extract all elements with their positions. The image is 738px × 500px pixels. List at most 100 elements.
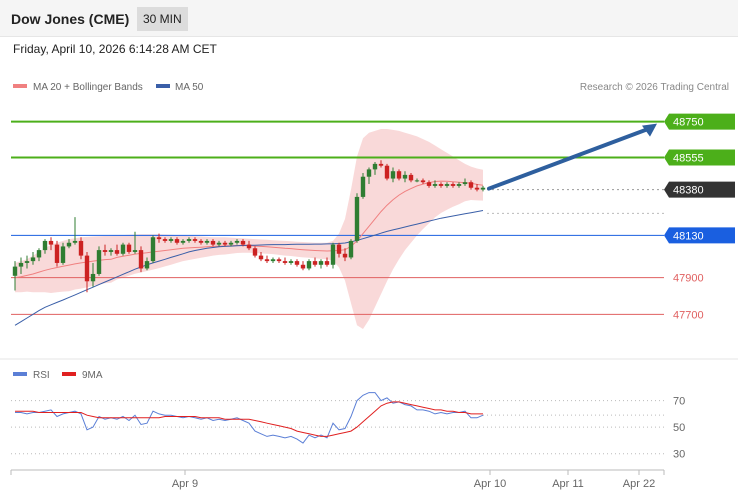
candle-body: [336, 244, 342, 254]
candle-body: [150, 237, 156, 262]
candle-body: [396, 171, 402, 179]
candle-body: [30, 257, 36, 262]
candle-body: [36, 250, 42, 258]
candle-body: [198, 240, 204, 243]
legend-9ma-label: 9MA: [82, 370, 103, 381]
candle-body: [120, 244, 126, 254]
candle-body: [144, 261, 150, 269]
level-tag-48555: [664, 149, 735, 166]
x-tick-label: Apr 11: [552, 478, 584, 490]
forecast-arrow-shaft: [487, 126, 651, 191]
candle-body: [210, 240, 216, 245]
candle-body: [60, 246, 66, 263]
candle-body: [168, 239, 174, 241]
candle-body: [12, 266, 18, 276]
candle-body: [444, 184, 450, 186]
candle-body: [222, 242, 228, 245]
chart-title: Dow Jones (CME): [11, 11, 130, 27]
candle-body: [252, 248, 258, 256]
rsi-tick-70: 70: [673, 396, 685, 408]
candle-body: [18, 262, 24, 267]
rsi-tick-30: 30: [673, 449, 685, 461]
candle-body: [162, 239, 168, 241]
candle-body: [156, 237, 162, 240]
candle-body: [192, 239, 198, 241]
candle-body: [126, 244, 132, 252]
timestamp: Friday, April 10, 2026 6:14:28 AM CET: [13, 42, 217, 56]
level-label-48380: 48380: [673, 185, 704, 197]
candle-body: [180, 240, 186, 243]
candle-body: [294, 261, 300, 265]
candle-body: [342, 253, 348, 258]
rsi-ma-line: [15, 401, 483, 437]
candle-body: [390, 171, 396, 179]
bollinger-band-area: [15, 129, 483, 329]
candle-body: [282, 261, 288, 263]
candle-body: [378, 163, 384, 166]
candle-body: [426, 182, 432, 186]
candle-body: [354, 196, 360, 241]
candle-body: [72, 240, 78, 243]
level-tag-48130: [664, 227, 735, 244]
candle-body: [306, 261, 312, 269]
forecast-arrow-head: [642, 123, 657, 137]
candle-body: [276, 259, 282, 262]
x-axis: Apr 9 Apr 10 Apr 11 Apr 22: [10, 470, 665, 490]
candle-body: [48, 240, 54, 245]
candle-body: [420, 180, 426, 183]
candle-body: [324, 261, 330, 265]
level-label-47700: 47700: [673, 309, 704, 321]
legend-rsi-label: RSI: [33, 370, 50, 381]
rsi-tick-50: 50: [673, 422, 685, 434]
candle-body: [264, 259, 270, 262]
candle-body: [330, 244, 336, 265]
candle-body: [450, 184, 456, 186]
level-label-47900: 47900: [673, 273, 704, 285]
candle-body: [24, 261, 30, 263]
candle-body: [78, 240, 84, 256]
candle-body: [204, 240, 210, 243]
legend-ma50-label: MA 50: [175, 82, 204, 93]
candle-body: [132, 250, 138, 252]
candle-body: [96, 250, 102, 274]
candle-body: [90, 273, 96, 282]
candle-body: [456, 184, 462, 186]
candle-body: [246, 244, 252, 249]
legend-swatch-9ma: [62, 372, 76, 376]
candle-body: [402, 174, 408, 179]
level-tag-48380: [664, 181, 735, 198]
candle-body: [270, 259, 276, 262]
x-tick-label: Apr 22: [623, 478, 655, 490]
candle-body: [468, 182, 474, 188]
candle-body: [432, 184, 438, 186]
candle-body: [54, 244, 60, 263]
level-label-48130: 48130: [673, 230, 704, 242]
candle-body: [312, 261, 318, 265]
candle-body: [318, 261, 324, 265]
rsi-plot: 70 50 30: [11, 392, 685, 461]
candle-body: [366, 169, 372, 177]
candle-body: [42, 240, 48, 251]
candle-body: [138, 250, 144, 269]
candle-body: [258, 255, 264, 260]
price-plot: 48750 48555 48380 48130 47900 47700: [11, 113, 735, 329]
candle-body: [348, 240, 354, 258]
candle-body: [216, 242, 222, 245]
rsi-line: [15, 392, 484, 444]
candle-body: [240, 240, 246, 245]
level-label-48555: 48555: [673, 152, 704, 164]
candle-body: [66, 242, 72, 247]
candle-body: [186, 239, 192, 241]
timeframe-badge[interactable]: 30 MIN: [137, 7, 188, 31]
candle-body: [480, 187, 486, 190]
x-tick-label: Apr 9: [172, 478, 198, 490]
candle-body: [114, 250, 120, 254]
candle-body: [408, 174, 414, 181]
candle-body: [84, 255, 90, 282]
candle-body: [474, 187, 480, 190]
candle-body: [438, 184, 444, 186]
candle-body: [462, 182, 468, 185]
x-tick-label: Apr 10: [474, 478, 506, 490]
level-tag-48750: [664, 113, 735, 130]
